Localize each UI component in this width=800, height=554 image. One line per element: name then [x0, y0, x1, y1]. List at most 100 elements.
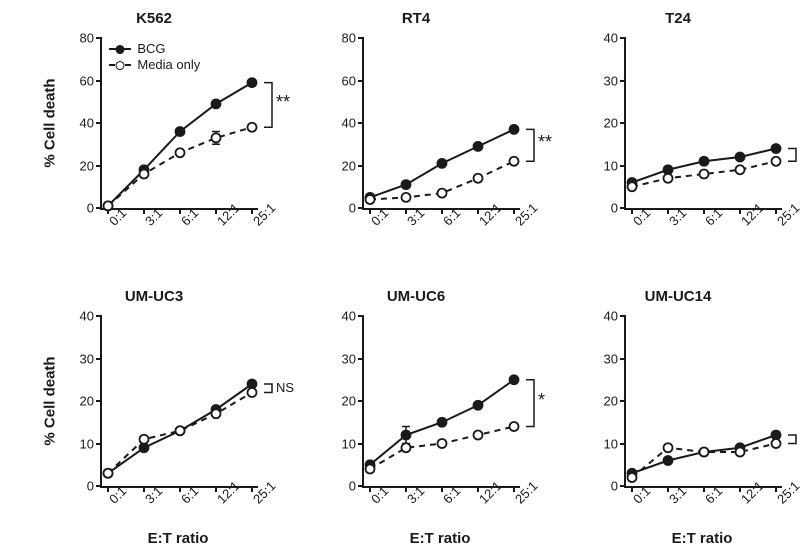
data-marker	[438, 189, 447, 198]
x-tick-label: 6:1	[702, 205, 725, 228]
y-tick-label: 40	[604, 31, 618, 46]
data-marker	[700, 157, 709, 166]
data-marker	[510, 157, 519, 166]
x-tick	[369, 208, 371, 214]
data-marker	[212, 133, 221, 142]
legend-label: Media only	[137, 57, 200, 73]
x-tick-label: 6:1	[178, 205, 201, 228]
y-tick-label: 0	[349, 201, 356, 216]
series-layer	[626, 38, 782, 208]
panel-title: RT4	[318, 10, 514, 27]
data-marker	[510, 375, 519, 384]
legend-item: BCG	[109, 41, 200, 57]
data-marker	[628, 182, 637, 191]
x-tick	[667, 208, 669, 214]
x-tick	[477, 486, 479, 492]
y-tick-label: 20	[604, 394, 618, 409]
y-tick-label: 30	[604, 73, 618, 88]
y-tick-label: 40	[604, 309, 618, 324]
data-marker	[438, 418, 447, 427]
x-tick	[251, 486, 253, 492]
significance-bracket	[264, 83, 272, 128]
x-tick-label: 0:1	[368, 483, 391, 506]
x-tick	[775, 208, 777, 214]
legend-label: BCG	[137, 41, 165, 57]
data-marker	[474, 174, 483, 183]
data-marker	[140, 435, 149, 444]
legend-line-icon	[109, 64, 131, 66]
data-marker	[628, 473, 637, 482]
data-marker	[212, 409, 221, 418]
y-tick-label: 40	[342, 116, 356, 131]
significance-bracket	[526, 380, 534, 427]
x-tick	[441, 486, 443, 492]
data-marker	[104, 469, 113, 478]
x-tick-label: 6:1	[178, 483, 201, 506]
x-tick	[703, 486, 705, 492]
plot-area: 0102030400:13:16:112:125:1*	[362, 316, 520, 488]
x-tick	[739, 486, 741, 492]
x-tick-label: 3:1	[142, 483, 165, 506]
series-layer	[102, 316, 258, 486]
chart-panel: UM-UC60102030400:13:16:112:125:1*	[300, 288, 538, 543]
panel-title: UM-UC3	[56, 288, 252, 305]
x-tick	[369, 486, 371, 492]
chart-panel: UM-UC140102030400:13:16:112:125:1NS	[562, 288, 800, 543]
y-axis-label: % Cell death	[42, 356, 59, 445]
y-tick-label: 0	[611, 479, 618, 494]
y-axis-label: % Cell death	[42, 78, 59, 167]
data-marker	[248, 123, 257, 132]
data-marker	[474, 401, 483, 410]
x-tick	[631, 486, 633, 492]
data-marker	[736, 448, 745, 457]
x-tick	[251, 208, 253, 214]
data-marker	[736, 153, 745, 162]
data-marker	[664, 174, 673, 183]
data-marker	[474, 431, 483, 440]
data-marker	[402, 193, 411, 202]
y-tick-label: 30	[80, 351, 94, 366]
figure-root: K5620204060800:13:16:112:125:1**BCGMedia…	[0, 0, 800, 554]
data-marker	[402, 443, 411, 452]
significance-label: *	[538, 393, 545, 407]
y-tick-label: 0	[87, 479, 94, 494]
series-layer	[364, 316, 520, 486]
chart-panel: UM-UC3 0102030400:13:16:112:125:1NS	[38, 288, 276, 543]
data-marker	[664, 443, 673, 452]
x-tick-label: 3:1	[404, 205, 427, 228]
legend-marker-icon	[116, 61, 125, 70]
x-tick	[775, 486, 777, 492]
plot-area: 0204060800:13:16:112:125:1**	[362, 38, 520, 210]
y-tick-label: 40	[80, 116, 94, 131]
y-tick-label: 20	[342, 394, 356, 409]
y-tick-label: 40	[80, 309, 94, 324]
x-axis-label: E:T ratio	[100, 530, 256, 547]
plot-area: 0102030400:13:16:112:125:1NS	[100, 316, 258, 488]
y-tick-label: 30	[604, 351, 618, 366]
data-marker	[772, 157, 781, 166]
legend-item: Media only	[109, 57, 200, 73]
x-tick	[143, 208, 145, 214]
y-tick-label: 10	[604, 436, 618, 451]
y-tick-label: 30	[342, 351, 356, 366]
series-layer	[364, 38, 520, 208]
y-tick-label: 10	[80, 436, 94, 451]
y-tick-label: 0	[87, 201, 94, 216]
data-marker	[176, 426, 185, 435]
x-tick-label: 3:1	[666, 205, 689, 228]
data-marker	[700, 170, 709, 179]
data-marker	[736, 165, 745, 174]
significance-bracket	[788, 149, 796, 162]
series-layer	[626, 316, 782, 486]
y-tick-label: 20	[80, 394, 94, 409]
data-marker	[474, 142, 483, 151]
series-line	[108, 127, 252, 206]
significance-label: **	[538, 135, 552, 149]
data-marker	[510, 125, 519, 134]
x-tick-label: 0:1	[630, 483, 653, 506]
chart-panel: RT4 0204060800:13:16:112:125:1**	[300, 10, 538, 265]
x-tick-label: 3:1	[142, 205, 165, 228]
data-marker	[700, 448, 709, 457]
legend-line-icon	[109, 48, 131, 50]
x-tick	[405, 208, 407, 214]
